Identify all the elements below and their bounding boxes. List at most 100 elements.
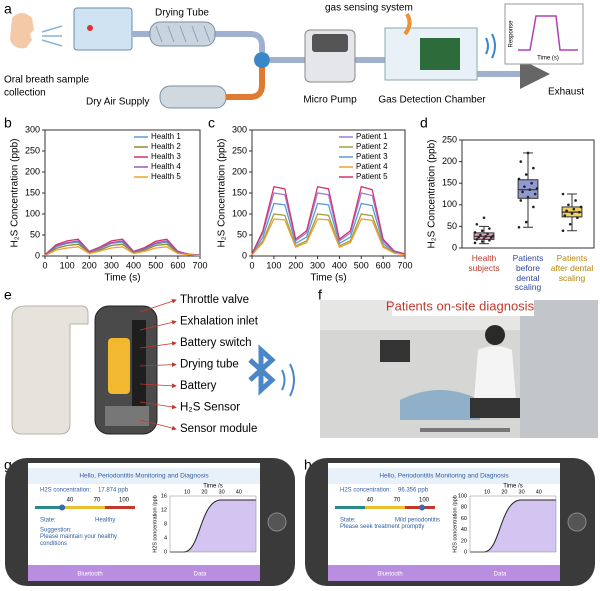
part-label: Throttle valve [180, 294, 249, 306]
legend-label: Health 3 [151, 152, 181, 161]
y-tick-label: 100 [232, 208, 247, 218]
banner: Patients on-site diagnosis [386, 298, 535, 313]
scale-label: 40 [367, 498, 374, 504]
scale-label: 70 [394, 498, 401, 504]
tab-bar [28, 565, 260, 581]
part-label: Battery [180, 380, 217, 392]
y-tick-label: 150 [25, 187, 40, 197]
time-tick: 40 [536, 489, 542, 495]
chart-frame [169, 495, 257, 553]
plot-frame [461, 139, 595, 249]
data-point [482, 237, 486, 240]
x-tick-label: 200 [288, 260, 303, 270]
legend-label: Health 1 [151, 132, 181, 141]
label: Micro Pump [303, 95, 357, 106]
device-e [11, 305, 295, 435]
state-label: State: [340, 518, 356, 524]
series-line [251, 185, 406, 255]
data-point [480, 229, 484, 233]
series-line [44, 240, 201, 256]
photo-f [320, 296, 598, 438]
scale-segment [335, 506, 365, 509]
data-point [533, 192, 537, 196]
part-label: Sensor module [180, 423, 257, 435]
panel-label: d [420, 115, 428, 131]
series-line [251, 202, 406, 255]
data-point [524, 173, 528, 176]
scale-knob [419, 504, 425, 511]
label: Oral breath sample [4, 75, 89, 86]
data-point [521, 190, 524, 194]
x-tick-label: 400 [332, 260, 347, 270]
scale-label: 40 [67, 498, 74, 504]
x-tick-label: 100 [60, 260, 75, 270]
tab-bar [328, 565, 560, 581]
part-label: Exhalation inlet [180, 316, 259, 328]
y-tick: 80 [461, 505, 467, 511]
chart-ylabel: H2S concentration /ppb [152, 495, 158, 552]
conc-value: 17.874 ppb [98, 488, 129, 494]
data-point [477, 235, 480, 239]
conc-label: H2S concentration: [40, 488, 91, 494]
label: gas sensing system [325, 3, 413, 14]
scale-label: 100 [119, 498, 130, 504]
time-tick: 20 [201, 489, 207, 495]
y-tick-label: 200 [232, 166, 247, 176]
suggestion: Please maintain your healthy conditions [40, 534, 118, 547]
data-point [579, 205, 583, 209]
data-point [475, 238, 479, 241]
series-line [251, 218, 406, 256]
data-point [532, 205, 535, 209]
label: Response [509, 20, 515, 48]
scale-label: 70 [94, 498, 101, 504]
data-point [574, 199, 577, 202]
y-tick-label: 50 [447, 221, 457, 231]
time-tick: 40 [236, 489, 242, 495]
y-tick-label: 0 [452, 242, 457, 252]
header-band [328, 468, 560, 484]
data-point [568, 222, 572, 226]
y-tick-label: 150 [442, 178, 457, 188]
x-tick-label: 700 [192, 260, 207, 270]
panel-label: h [304, 457, 312, 473]
y-tick-label: 100 [442, 199, 457, 209]
y-tick-label: 100 [25, 208, 40, 218]
y-tick: 100 [458, 493, 467, 499]
y-tick: 0 [164, 549, 167, 555]
data-point [519, 199, 523, 202]
tab: Bluetooth [77, 572, 102, 578]
part-label: Battery switch [180, 337, 252, 349]
legend-label: Health 5 [151, 172, 181, 181]
data-point [473, 241, 477, 245]
legend-label: Patient 3 [356, 152, 388, 161]
scale-segment [65, 506, 105, 509]
x-tick-label: Health subjects [468, 253, 500, 273]
label: Time (s) [537, 56, 559, 62]
panel-label: f [318, 287, 322, 303]
y-tick-label: 200 [442, 156, 457, 166]
data-point [565, 209, 568, 213]
state: Mild periodontitis [395, 518, 440, 524]
time-label: Time /s [203, 484, 222, 490]
conc-label: H2S concentration: [340, 488, 391, 494]
data-point [526, 151, 530, 155]
y-tick: 8 [164, 521, 167, 527]
scale-label: 100 [419, 498, 430, 504]
y-tick-label: 300 [25, 124, 40, 134]
data-point [523, 185, 526, 188]
time-tick: 30 [219, 489, 225, 495]
home-button [267, 512, 287, 532]
y-tick-label: 50 [30, 229, 40, 239]
y-tick-label: 250 [25, 145, 40, 155]
time-tick: 10 [184, 489, 190, 495]
y-axis-label: H₂S Concentration (ppb) [427, 140, 438, 249]
pointer [139, 298, 177, 313]
x-tick-label: 300 [104, 260, 119, 270]
legend-label: Patient 2 [356, 142, 388, 151]
data-point [570, 212, 574, 215]
y-tick: 40 [461, 527, 467, 533]
data-point [480, 240, 484, 243]
panel-label: a [4, 1, 12, 17]
greeting: Hello, Periodontitis Monitoring and Diag… [79, 473, 209, 480]
data-point [567, 203, 570, 207]
